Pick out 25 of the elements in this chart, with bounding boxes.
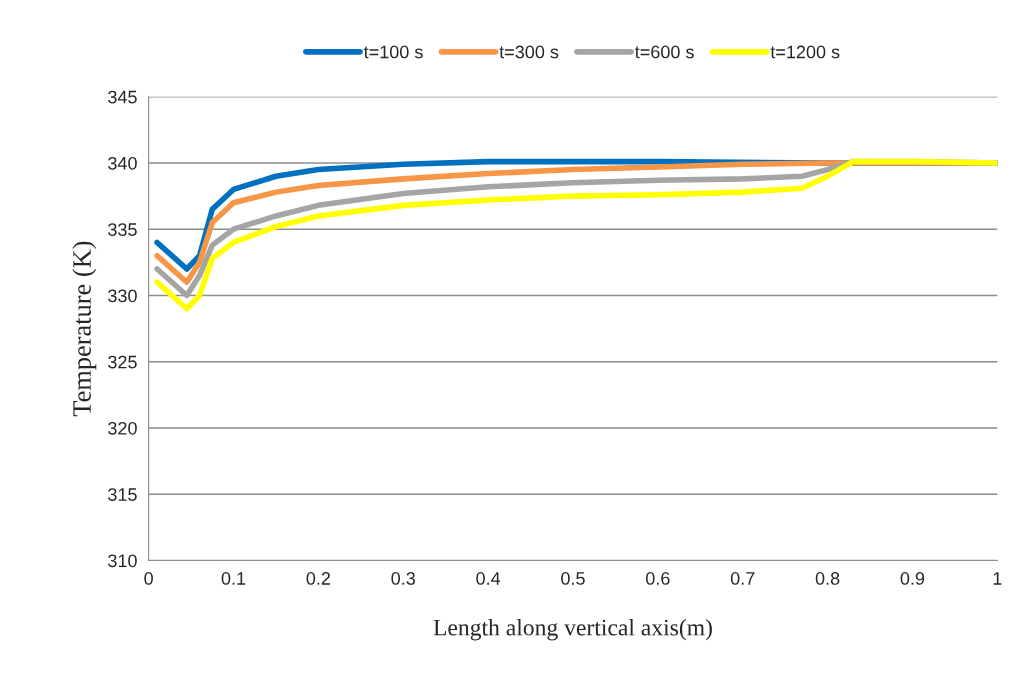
x-tick-label: 0 xyxy=(144,572,153,585)
legend-label: t=600 s xyxy=(635,45,694,59)
y-tick-label: 325 xyxy=(108,355,137,369)
x-tick-label: 1 xyxy=(993,572,1002,585)
y-tick-label: 345 xyxy=(108,90,137,104)
legend-label: t=300 s xyxy=(499,45,559,59)
x-tick-label: 0.6 xyxy=(646,572,670,585)
y-tick-label: 340 xyxy=(108,156,137,170)
x-tick-label: 0.5 xyxy=(561,572,585,585)
x-tick-label: 0.7 xyxy=(730,572,755,585)
y-tick-label: 320 xyxy=(108,421,137,435)
x-tick-label: 0.9 xyxy=(900,572,925,585)
legend-label: t=100 s xyxy=(363,45,423,59)
x-tick-label: 0.2 xyxy=(306,572,331,585)
x-tick-label: 0.8 xyxy=(815,572,840,585)
y-tick-label: 315 xyxy=(108,488,137,501)
x-tick-label: 0.3 xyxy=(391,572,415,585)
x-tick-label: 0.4 xyxy=(476,572,501,585)
y-tick-label: 335 xyxy=(108,223,137,236)
legend-label: t=1200 s xyxy=(770,45,840,59)
x-tick-label: 0.1 xyxy=(221,572,246,585)
y-tick-label: 330 xyxy=(108,289,137,303)
y-tick-label: 310 xyxy=(108,554,137,568)
y-axis-title: Temperature (K) xyxy=(72,241,97,417)
x-axis-title: Length along vertical axis(m) xyxy=(433,618,712,641)
